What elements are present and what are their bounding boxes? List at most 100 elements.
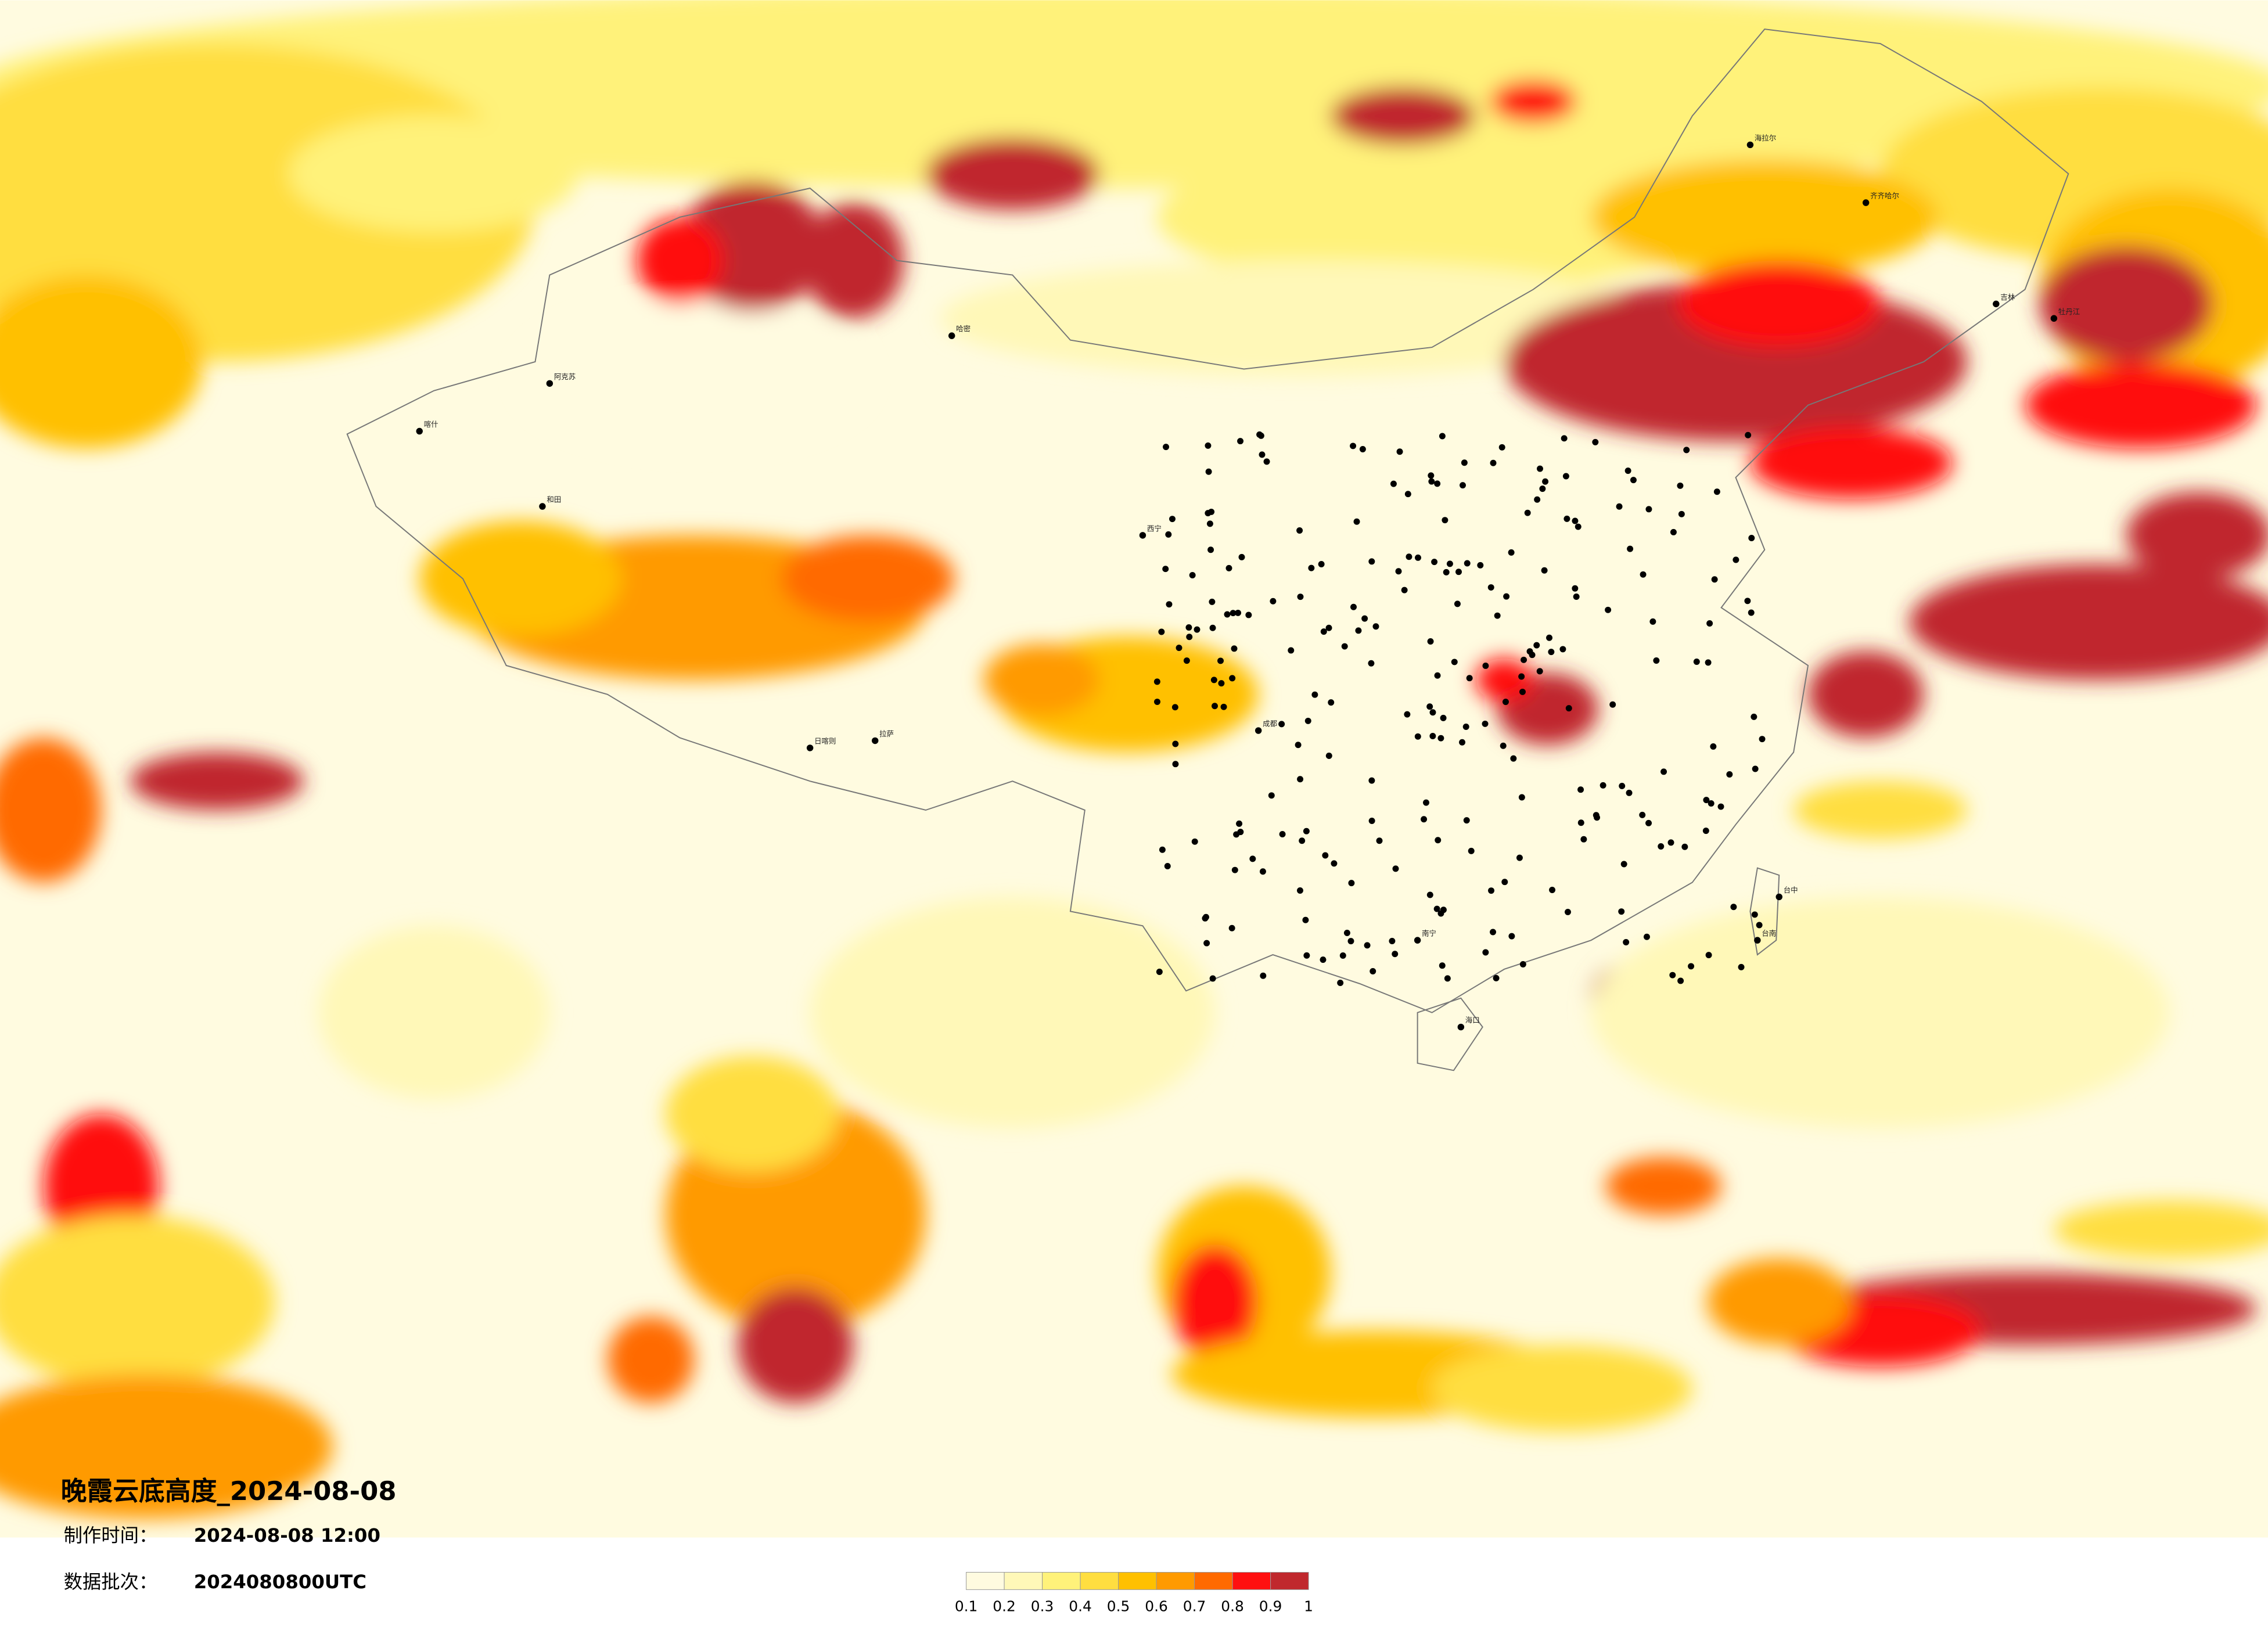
heat-blob [738, 1287, 854, 1404]
city-dot [1189, 572, 1196, 578]
heat-blob [636, 217, 724, 304]
heat-blob [781, 535, 955, 623]
city-dot [416, 427, 423, 435]
city-dot [1717, 803, 1724, 810]
city-dot [1339, 952, 1346, 959]
city-dot [1172, 740, 1179, 747]
city-dot [1561, 435, 1568, 442]
city-dot [1427, 638, 1434, 645]
city-dot [1434, 480, 1441, 487]
city-dot [1464, 560, 1471, 567]
city-dot [1217, 657, 1224, 664]
city-dot [1320, 956, 1327, 963]
city-dot [1302, 916, 1309, 923]
city-dot [1627, 545, 1634, 552]
city-dot [1303, 952, 1310, 959]
city-dot [1624, 467, 1631, 474]
legend-label: 0.1 [955, 1598, 978, 1615]
city-dot [1237, 438, 1244, 445]
legend-swatch [1004, 1571, 1043, 1590]
city-dot [1406, 553, 1412, 560]
city-dot [1660, 768, 1667, 775]
city-dot [1548, 649, 1555, 656]
city-dot [1229, 675, 1236, 682]
city-dot [1347, 938, 1354, 945]
city-dot [1263, 458, 1270, 465]
city-dot [1370, 967, 1376, 974]
city-dot [1670, 528, 1677, 535]
city-dot [1667, 839, 1674, 846]
city-dot [1444, 975, 1451, 982]
city-dot [1745, 431, 1752, 438]
city-dots [1153, 431, 1766, 987]
heat-blob [318, 926, 550, 1100]
legend-swatch [1270, 1571, 1309, 1590]
city-dot [1259, 451, 1266, 458]
city-dot [1414, 937, 1421, 944]
city-dot [1206, 520, 1213, 527]
heat-field [0, 0, 2268, 1519]
city-dot [1259, 868, 1266, 875]
city-dot [1245, 611, 1252, 618]
city-dot [1296, 527, 1303, 534]
city-dot [1730, 904, 1737, 911]
city-dot [1163, 444, 1170, 451]
city-dot [1392, 951, 1399, 958]
city-dot [1209, 598, 1216, 605]
city-dot [1404, 491, 1411, 498]
city-dot [1350, 603, 1357, 610]
city-dot [1278, 721, 1285, 728]
city-dot [1230, 610, 1237, 617]
city-dot [1162, 566, 1169, 573]
city-dot [1463, 817, 1470, 824]
city-dot [1500, 742, 1507, 749]
city-dot [1477, 562, 1484, 569]
city-dot [1565, 705, 1572, 712]
city-dot [1376, 837, 1383, 844]
city-dot [1320, 628, 1327, 635]
city-dot [1619, 782, 1626, 789]
city-dot [1616, 503, 1623, 510]
city-dot [1139, 532, 1146, 539]
city-dot [1519, 961, 1526, 967]
city-dot [1713, 488, 1720, 495]
city-label: 日喀则 [814, 736, 836, 745]
city-dot [1205, 510, 1212, 517]
city-dot [546, 380, 553, 387]
city-dot [1498, 444, 1505, 451]
city-dot [1202, 915, 1209, 922]
city-dot [1534, 496, 1541, 503]
batch: 2024080800UTC [194, 1571, 366, 1593]
heat-blob [1331, 87, 1476, 145]
city-dot [1429, 733, 1436, 740]
city-dot [1549, 887, 1556, 893]
city-dot [1415, 554, 1421, 561]
city-dot [1862, 199, 1870, 206]
city-dot [1440, 714, 1447, 721]
legend-swatch [1080, 1571, 1119, 1590]
heat-blob [0, 738, 102, 883]
city-dot [1678, 510, 1685, 517]
city-dot [1726, 771, 1733, 778]
city-dot [1442, 517, 1448, 524]
city-dot [1355, 627, 1362, 634]
city-dot [1706, 620, 1713, 627]
city-dot [1288, 647, 1295, 654]
city-dot [1392, 865, 1399, 872]
city-dot [1639, 811, 1646, 818]
city-dot [1231, 866, 1238, 873]
city-dot [806, 744, 814, 751]
city-dot [1297, 776, 1304, 783]
heat-blob [1475, 658, 1533, 702]
city-dot [1502, 699, 1509, 706]
city-dot [1225, 564, 1232, 571]
city-dot [1708, 800, 1715, 807]
city-dot [1325, 753, 1332, 759]
heat-blob [1808, 651, 1924, 738]
city-dot [1710, 743, 1717, 750]
city-dot [1754, 937, 1761, 944]
city-dot [1308, 564, 1315, 571]
